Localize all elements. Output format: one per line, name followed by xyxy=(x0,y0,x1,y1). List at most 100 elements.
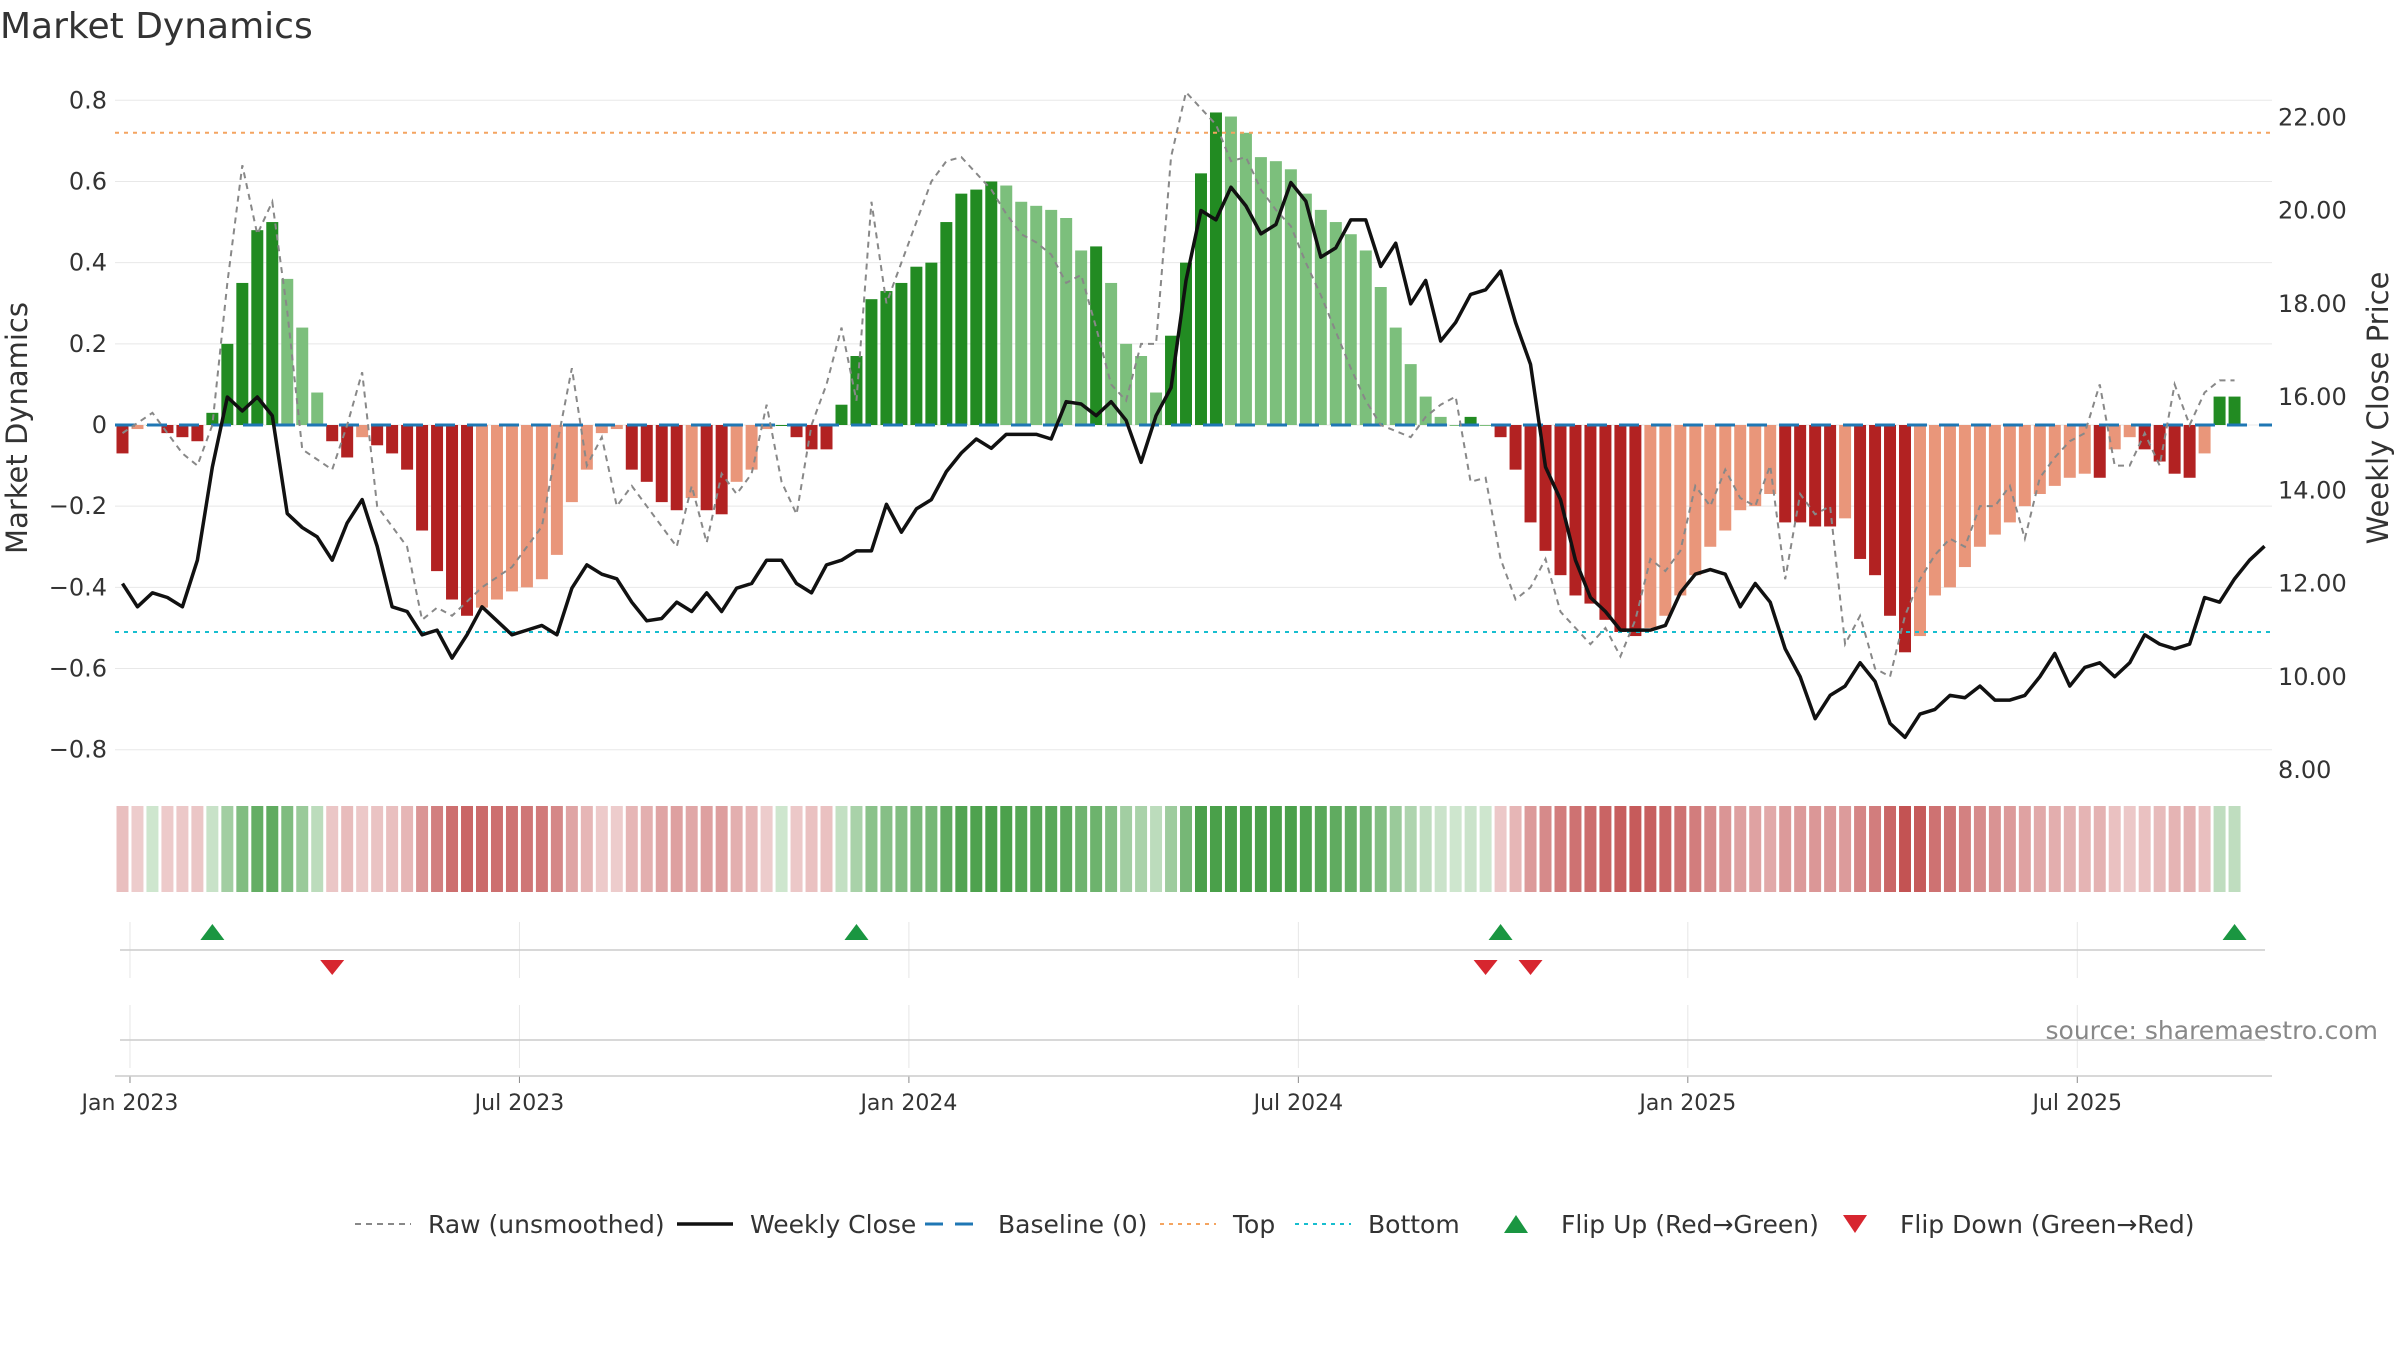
dynamics-bar xyxy=(2063,425,2076,478)
dynamics-bar xyxy=(416,425,429,531)
legend-item: Bottom xyxy=(1295,1210,1460,1239)
regime-cell xyxy=(1314,806,1327,892)
regime-cell xyxy=(2168,806,2181,892)
regime-cell xyxy=(655,806,668,892)
dynamics-bar xyxy=(790,425,803,438)
legend-item: Raw (unsmoothed) xyxy=(355,1210,665,1239)
dynamics-bar xyxy=(1629,425,1642,637)
dynamics-bar xyxy=(1599,425,1612,620)
regime-cell xyxy=(775,806,788,892)
regime-cell xyxy=(505,806,518,892)
dynamics-bar xyxy=(1644,425,1657,628)
regime-cell xyxy=(2108,806,2121,892)
regime-cell xyxy=(1674,806,1687,892)
legend-flip-down-swatch xyxy=(1843,1215,1867,1233)
left-tick-label: −0.2 xyxy=(49,492,107,520)
regime-cell xyxy=(386,806,399,892)
dynamics-bar xyxy=(1209,112,1222,426)
dynamics-bar xyxy=(2168,425,2181,474)
dynamics-bar xyxy=(1569,425,1582,596)
dynamics-bar xyxy=(131,425,144,430)
dynamics-bar xyxy=(1943,425,1956,588)
dynamics-bar xyxy=(1254,157,1267,425)
regime-cell xyxy=(1075,806,1088,892)
regime-cell xyxy=(1539,806,1552,892)
regime-cell xyxy=(1165,806,1178,892)
dynamics-bar xyxy=(176,425,189,438)
regime-cell xyxy=(1509,806,1522,892)
flip-down-marker xyxy=(1518,960,1543,975)
regime-cell xyxy=(625,806,638,892)
regime-cell xyxy=(595,806,608,892)
dynamics-bar xyxy=(1194,173,1207,425)
dynamics-bar xyxy=(1329,222,1342,425)
legend-label: Flip Down (Green→Red) xyxy=(1900,1210,2195,1239)
regime-cell xyxy=(535,806,548,892)
dynamics-bar xyxy=(1973,425,1986,547)
dynamics-bar xyxy=(520,425,533,588)
legend: Raw (unsmoothed) Weekly Close Baseline (0)… xyxy=(355,1210,2195,1239)
dynamics-bar xyxy=(1030,205,1043,425)
regime-cell xyxy=(1224,806,1237,892)
dynamics-bar xyxy=(1839,425,1852,519)
dynamics-bar xyxy=(970,189,983,425)
dynamics-bar xyxy=(2078,425,2091,474)
legend-label: Bottom xyxy=(1368,1210,1460,1239)
dynamics-bar xyxy=(1239,132,1252,425)
left-tick-label: −0.8 xyxy=(49,736,107,764)
dynamics-bar xyxy=(730,425,743,482)
dynamics-bar xyxy=(985,181,998,425)
flip-markers-panel xyxy=(200,924,2247,975)
dynamics-bar xyxy=(371,425,384,446)
dynamics-bar xyxy=(1539,425,1552,551)
dynamics-bar xyxy=(1105,282,1118,425)
dynamics-bar xyxy=(1075,250,1088,425)
dynamics-bar xyxy=(1779,425,1792,523)
flip-up-marker xyxy=(200,924,225,940)
dynamics-bar xyxy=(281,278,294,425)
dynamics-bar xyxy=(326,425,339,442)
flip-up-marker xyxy=(844,924,869,940)
left-tick-label: 0 xyxy=(92,411,107,439)
regime-cell xyxy=(401,806,414,892)
dynamics-bar xyxy=(1419,396,1432,425)
regime-cell xyxy=(1060,806,1073,892)
dynamics-bar xyxy=(1899,425,1912,653)
x-tick-label: Jul 2024 xyxy=(1252,1091,1344,1116)
legend-item: Flip Down (Green→Red) xyxy=(1843,1210,2195,1239)
flip-down-marker xyxy=(320,960,345,975)
dynamics-bar xyxy=(715,425,728,515)
legend-item: Flip Up (Red→Green) xyxy=(1504,1210,1819,1239)
line-layer xyxy=(115,90,2272,740)
dynamics-bar xyxy=(446,425,459,600)
regime-cell xyxy=(341,806,354,892)
regime-cell xyxy=(1869,806,1882,892)
right-tick-label: 10.00 xyxy=(2278,663,2347,691)
dynamics-bar xyxy=(1374,287,1387,425)
dynamics-bar xyxy=(1479,425,1492,426)
dynamics-bar xyxy=(1090,246,1103,425)
legend-label: Weekly Close xyxy=(750,1210,916,1239)
regime-cell xyxy=(1344,806,1357,892)
regime-cell xyxy=(1928,806,1941,892)
chart-title: Market Dynamics xyxy=(0,6,313,47)
dynamics-bar xyxy=(1000,185,1013,425)
regime-cell xyxy=(475,806,488,892)
dynamics-bar xyxy=(2093,425,2106,478)
dynamics-bar xyxy=(1150,392,1163,425)
dynamics-bar xyxy=(1689,425,1702,576)
regime-cell xyxy=(2078,806,2091,892)
regime-cell xyxy=(1809,806,1822,892)
dynamics-bar xyxy=(1913,425,1926,637)
right-tick-label: 8.00 xyxy=(2278,756,2331,784)
dynamics-bar xyxy=(565,425,578,503)
legend-item: Weekly Close xyxy=(677,1210,916,1239)
regime-cell xyxy=(1599,806,1612,892)
dynamics-bar xyxy=(236,282,249,425)
regime-cell xyxy=(1734,806,1747,892)
regime-cell xyxy=(715,806,728,892)
source-note: source: sharemaestro.com xyxy=(2046,1016,2379,1045)
regime-cell xyxy=(176,806,189,892)
regime-cell xyxy=(1988,806,2001,892)
dynamics-bar xyxy=(610,425,623,430)
